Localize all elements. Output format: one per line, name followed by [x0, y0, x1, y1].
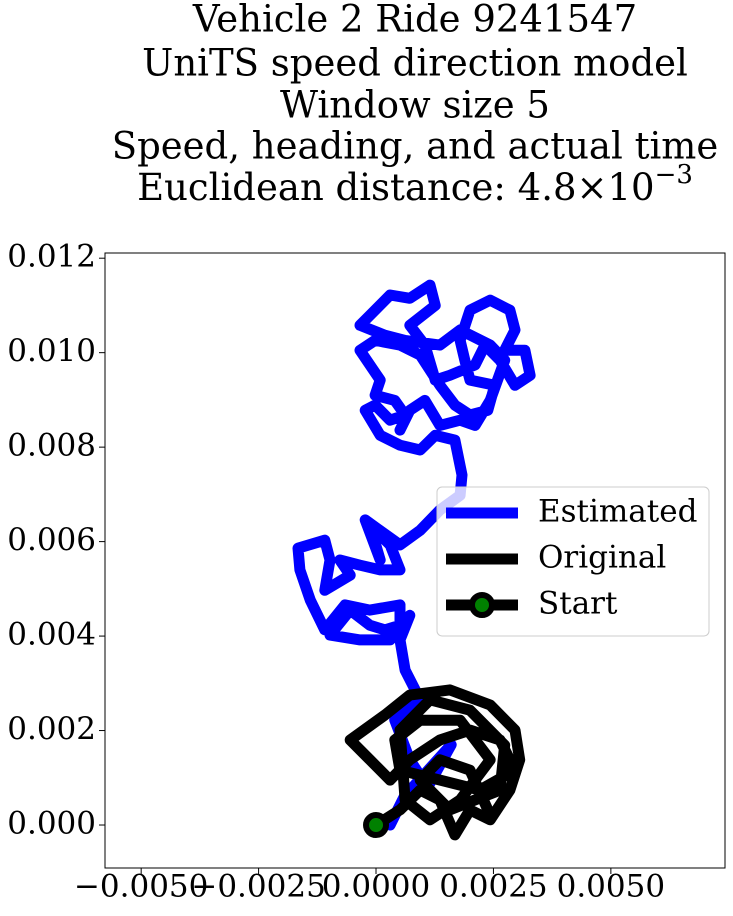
y-tick-label: 0.006 — [7, 522, 96, 558]
y-tick-label: 0.004 — [7, 617, 96, 653]
legend-box — [436, 486, 710, 637]
legend-label: Start — [538, 586, 618, 622]
legend-label: Original — [538, 540, 666, 576]
title-line: Window size 5 — [280, 84, 550, 127]
y-tick-label: 0.000 — [7, 806, 96, 842]
y-tick-label: 0.010 — [7, 333, 96, 369]
plot-area — [292, 279, 536, 841]
y-tick-label: 0.012 — [7, 239, 96, 275]
start-marker — [363, 812, 390, 839]
title-text: Euclidean distance: 4.8×10 — [137, 166, 655, 209]
title-line: Vehicle 2 Ride 9241547 — [192, 0, 637, 41]
x-tick-label: −0.0025 — [191, 869, 325, 905]
legend: Estimated Original Start — [436, 486, 710, 637]
y-tick-label: 0.002 — [7, 711, 96, 747]
x-tick-label: −0.0050 — [74, 869, 208, 905]
title-exponent: −3 — [655, 160, 693, 190]
x-tick-label: 0.0050 — [557, 869, 665, 905]
title-line: UniTS speed direction model — [142, 42, 688, 85]
title-line: Euclidean distance: 4.8×10−3 — [137, 160, 693, 209]
y-tick-label: 0.008 — [7, 428, 96, 464]
legend-label: Estimated — [538, 494, 697, 530]
x-tick-label: 0.0000 — [322, 869, 430, 905]
x-tick-label: 0.0025 — [439, 869, 547, 905]
legend-marker — [469, 592, 495, 618]
trajectory — [292, 279, 536, 831]
trajectory — [344, 684, 526, 841]
axes-frame — [104, 252, 726, 869]
title-line: Speed, heading, and actual time — [112, 125, 719, 168]
